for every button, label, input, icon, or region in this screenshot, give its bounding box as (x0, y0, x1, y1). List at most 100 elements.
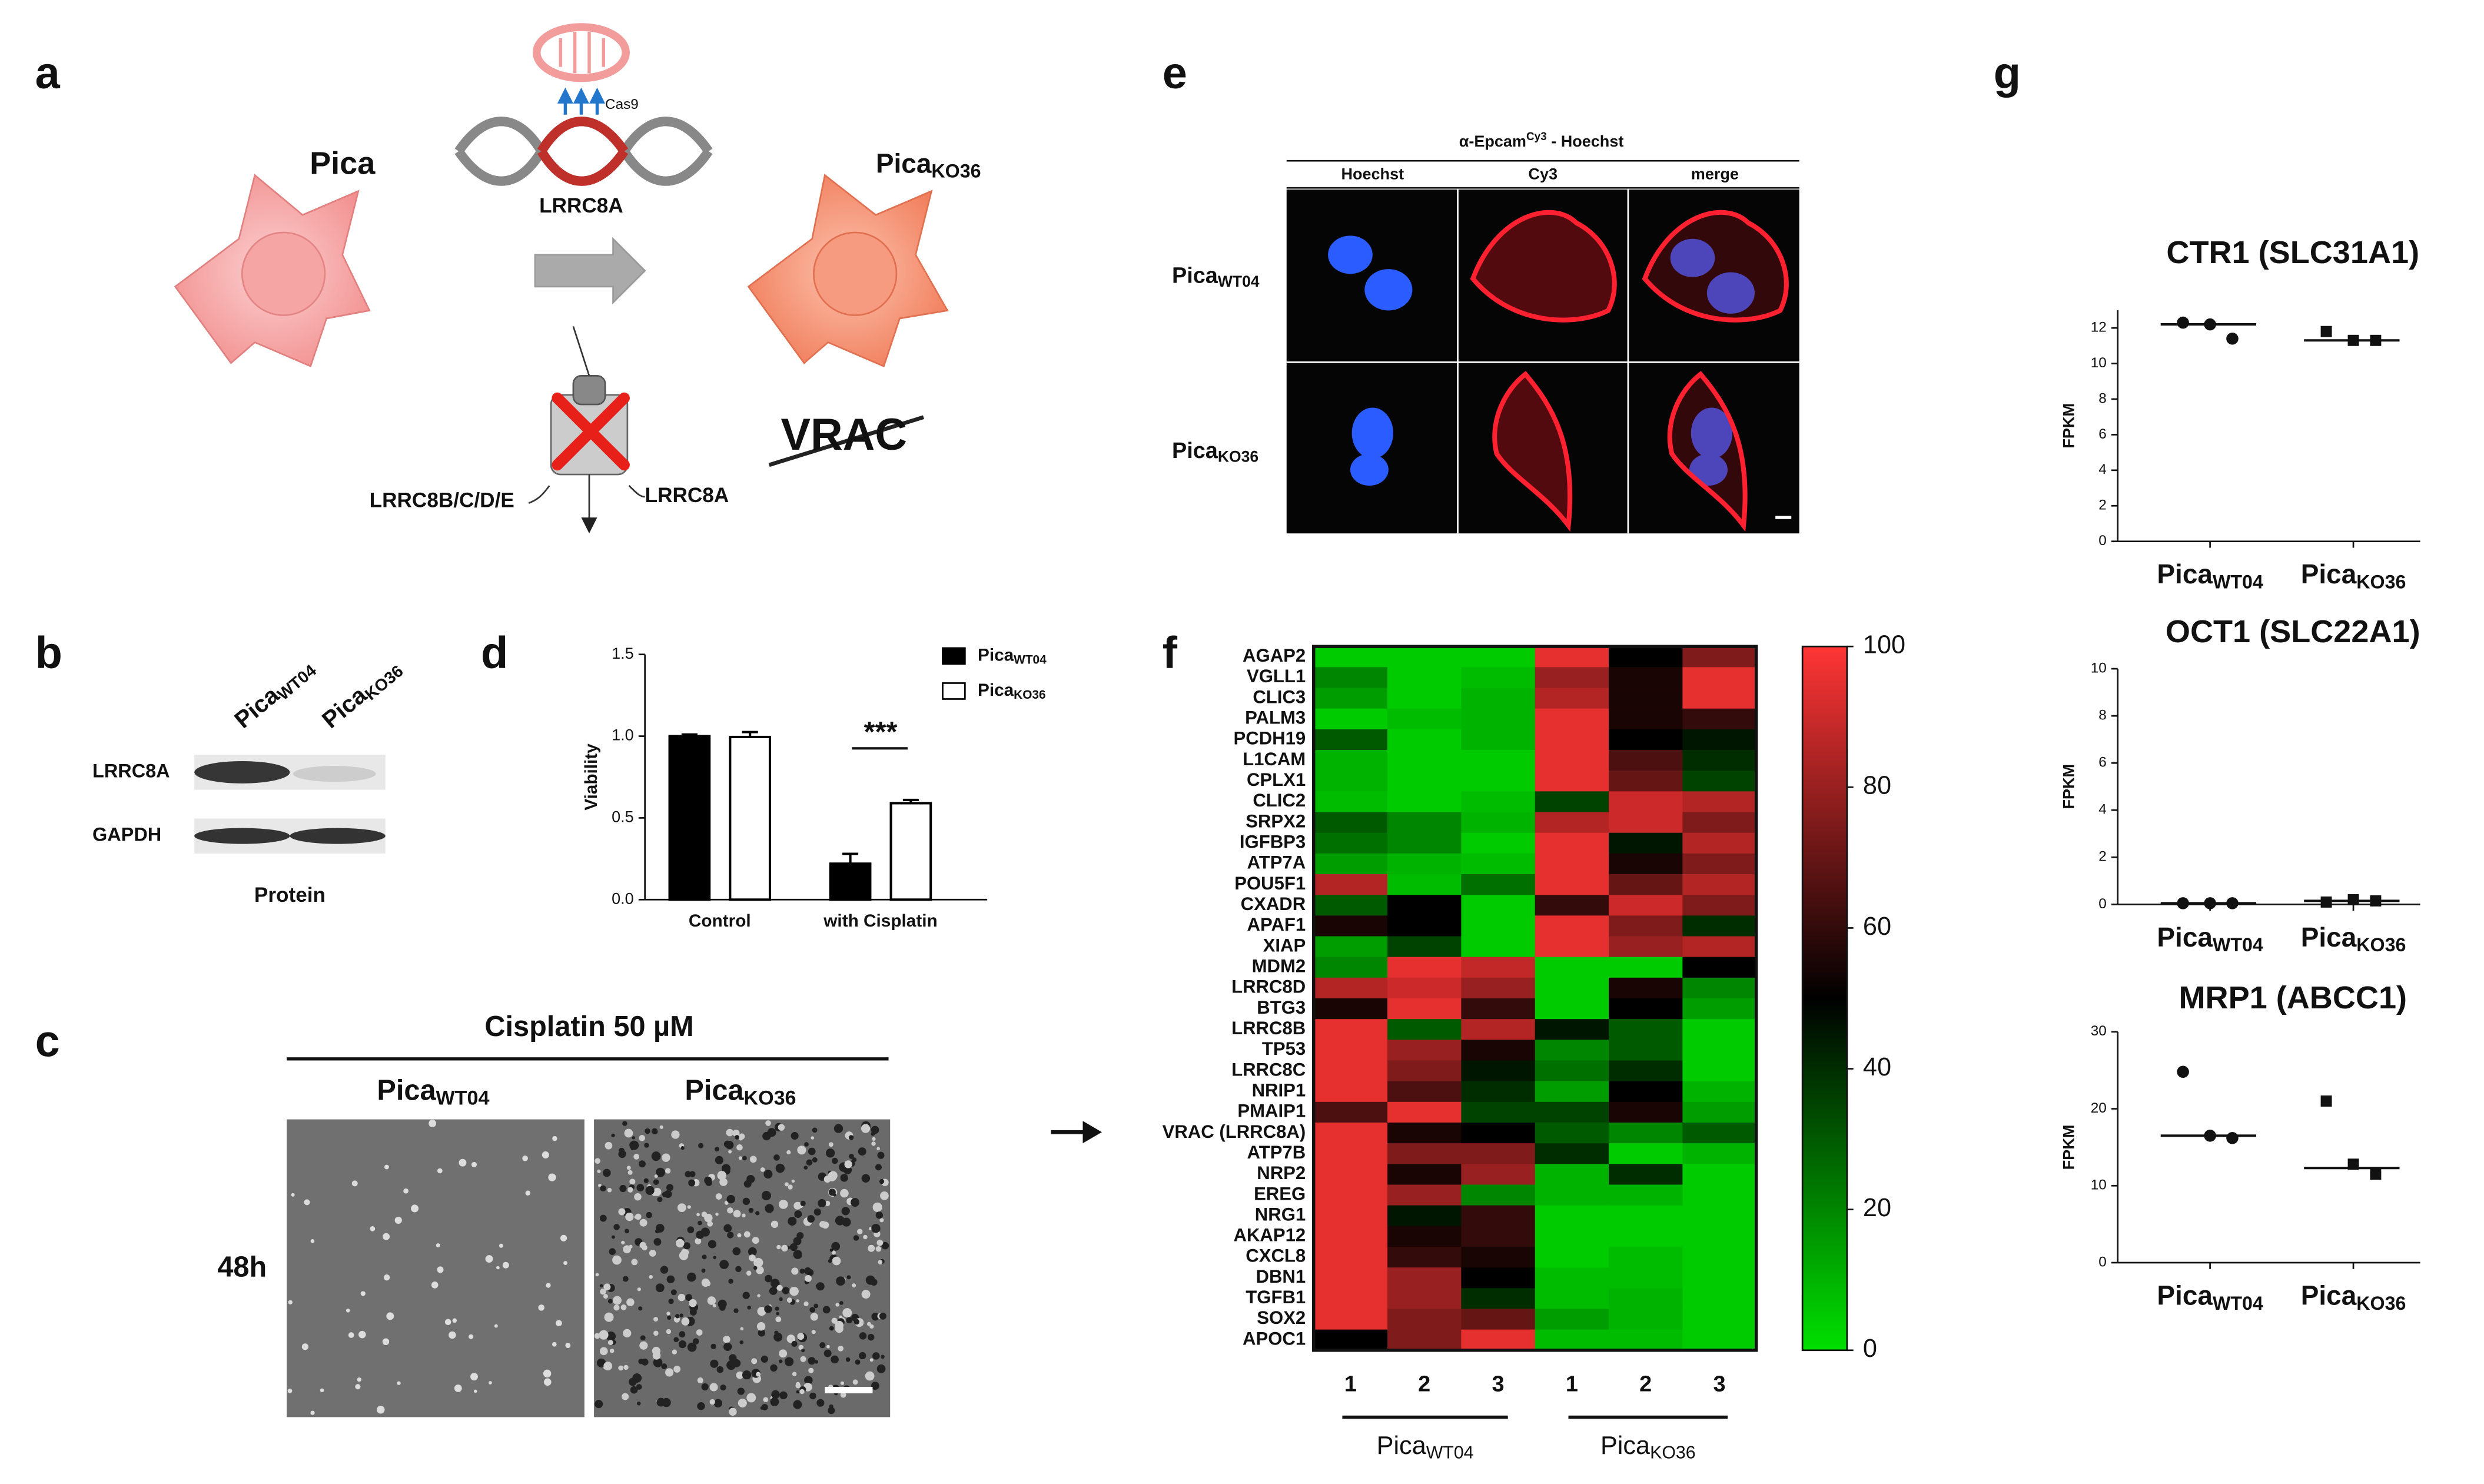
heat-cell (1313, 1164, 1389, 1186)
cell-speck (360, 1291, 366, 1296)
heat-cell (1609, 708, 1683, 731)
column-label: Cy3 (1528, 165, 1558, 183)
cell-speck (809, 1392, 816, 1400)
cell-speck (739, 1340, 744, 1344)
heat-cell (1682, 1246, 1758, 1269)
point (2320, 326, 2332, 337)
heat-cell (1682, 1184, 1758, 1206)
heat-cell (1313, 1122, 1389, 1144)
heat-cell (1313, 1019, 1389, 1041)
heat-cell (1682, 1329, 1758, 1352)
cell-speck (384, 1164, 389, 1170)
heat-cell (1387, 1143, 1462, 1165)
cell-speck (636, 1384, 642, 1390)
cell-speck (835, 1320, 844, 1330)
colorbar-label: 80 (1863, 772, 1891, 800)
cell-speck (861, 1124, 871, 1133)
cell-speck (778, 1124, 785, 1131)
heatmap-frame (1312, 645, 1758, 1352)
cell-speck (437, 1168, 443, 1174)
cell-speck (742, 1370, 752, 1380)
cell-speck (872, 1202, 882, 1212)
heat-cell (1387, 1164, 1462, 1186)
panel-letter: b (35, 628, 62, 678)
cell-speck (858, 1147, 866, 1156)
cell-speck (639, 1219, 647, 1227)
heat-cell (1387, 1205, 1462, 1227)
cell-speck (595, 1273, 599, 1277)
colorbar-label: 0 (1863, 1334, 1877, 1363)
heat-cell (1387, 667, 1462, 689)
cell-speck (668, 1299, 674, 1304)
heat-cell (1313, 936, 1389, 958)
cell-speck (655, 1224, 665, 1233)
point (2347, 334, 2359, 346)
cell-speck (755, 1211, 760, 1216)
cell-speck (431, 1282, 439, 1289)
column-label: 2 (1639, 1372, 1652, 1396)
heat-cell (1313, 977, 1389, 1000)
cell-speck (552, 1136, 557, 1141)
row-label: CXADR (1241, 894, 1306, 914)
nucleus (813, 231, 898, 316)
cell-speck (727, 1207, 733, 1214)
cell-speck (651, 1151, 661, 1161)
cell-speck (598, 1183, 602, 1187)
panel-letter: g (1994, 48, 2021, 98)
fluorescence (1286, 160, 1799, 534)
cell-speck (351, 1180, 358, 1187)
enzyme-label: Cas9 (605, 97, 639, 112)
cell-speck (357, 1377, 361, 1382)
cell-speck (637, 1401, 641, 1406)
band (194, 828, 290, 844)
cell-speck (627, 1187, 633, 1193)
heat-cell (1313, 895, 1389, 917)
significance: *** (864, 716, 898, 748)
cell-speck (786, 1297, 792, 1303)
row-label: TGFB1 (1246, 1287, 1306, 1307)
cell-speck (630, 1386, 638, 1394)
cell-speck (600, 1288, 606, 1295)
cell-speck (672, 1349, 678, 1354)
error-bar (842, 852, 859, 864)
heat-cell (1387, 1288, 1462, 1310)
cell-speck (851, 1198, 859, 1207)
row-arrow (1051, 1121, 1102, 1144)
heat-cell (1535, 1205, 1610, 1227)
heat-cell (1609, 688, 1683, 710)
heat-cell (1387, 791, 1462, 813)
cell-speck (646, 1211, 652, 1219)
cell-speck (713, 1399, 723, 1407)
cell-speck (525, 1190, 530, 1196)
group-label: PicaWT04 (1377, 1432, 1474, 1462)
cell-speck (662, 1153, 670, 1162)
cell-speck (794, 1210, 802, 1219)
heat-cell (1461, 708, 1536, 731)
cell-speck (799, 1389, 805, 1395)
cell-speck (403, 1188, 409, 1194)
heat-cell (1609, 1309, 1683, 1330)
strike (768, 415, 925, 467)
cell-speck (700, 1227, 710, 1237)
heat-cell (1535, 936, 1610, 958)
heat-cell (1535, 1122, 1610, 1144)
heat-cell (1313, 646, 1389, 668)
cell-speck (776, 1284, 783, 1291)
heat-cell (1387, 812, 1462, 834)
heat-cell (1461, 1184, 1536, 1206)
heat-cell (1387, 936, 1462, 958)
legend-swatch (942, 647, 966, 665)
cell-speck (666, 1275, 675, 1284)
cell-speck (828, 1407, 835, 1415)
cell-speck (737, 1233, 742, 1238)
cell-speck (789, 1286, 799, 1296)
heat-cell (1461, 1164, 1536, 1186)
leader (628, 485, 645, 498)
cell-speck (640, 1335, 646, 1341)
cell-speck (688, 1179, 695, 1187)
heat-cell (1313, 1226, 1389, 1248)
point (2204, 897, 2216, 909)
cell-speck (701, 1383, 709, 1391)
cell-speck (748, 1247, 757, 1256)
